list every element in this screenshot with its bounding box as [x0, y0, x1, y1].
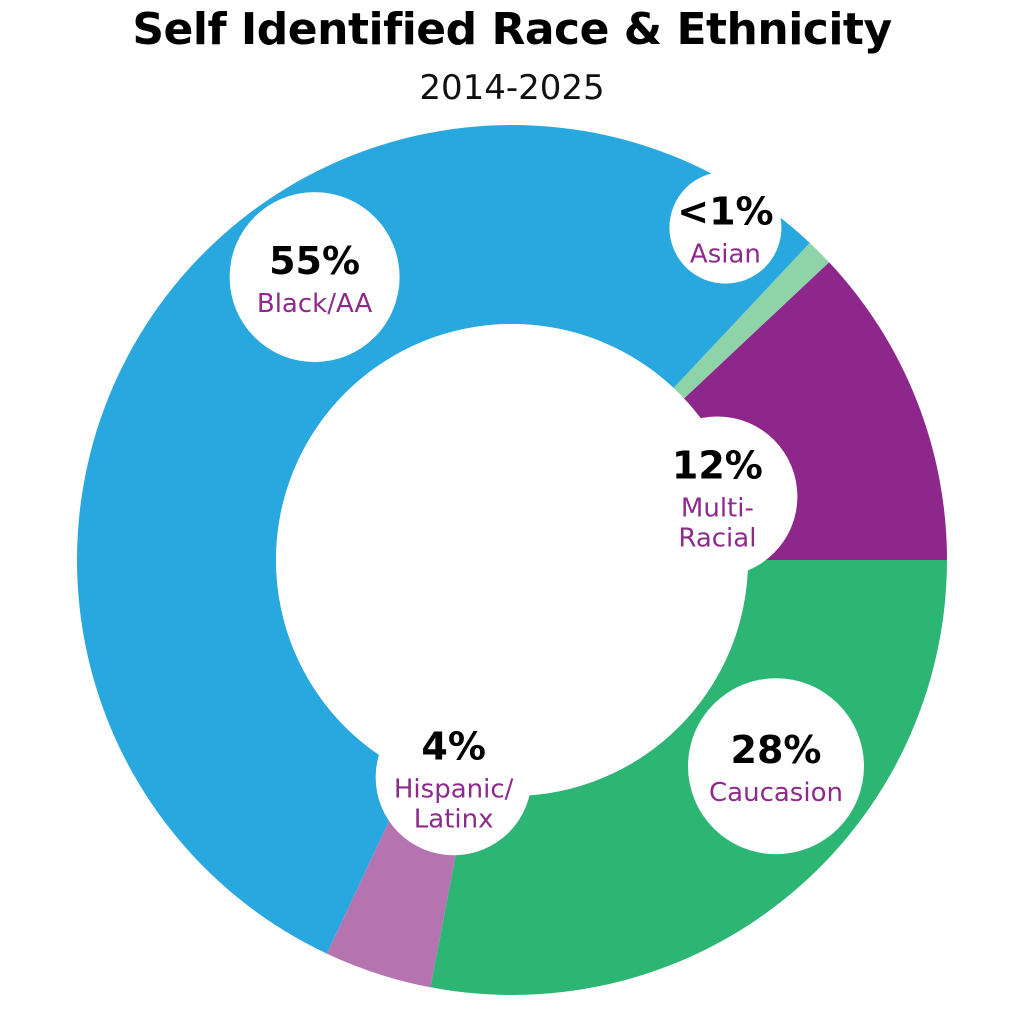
donut-hole — [276, 324, 748, 796]
label-bubble-black-aa — [229, 192, 400, 363]
chart-title: Self Identified Race & Ethnicity — [132, 4, 892, 55]
category-label-caucasion-0: Caucasion — [709, 778, 843, 808]
category-label-hispanic-latinx-1: Latinx — [414, 804, 494, 834]
category-label-black-aa-0: Black/AA — [257, 289, 373, 319]
value-label-asian: <1% — [677, 190, 773, 234]
label-bubble-caucasion — [687, 678, 864, 855]
category-label-multi-racial-0: Multi- — [681, 493, 754, 523]
value-label-hispanic-latinx: 4% — [421, 724, 486, 768]
slice-asian — [673, 242, 830, 399]
category-label-asian-0: Asian — [690, 240, 761, 270]
category-label-hispanic-latinx-0: Hispanic/ — [394, 774, 514, 804]
value-label-black-aa: 55% — [269, 239, 360, 283]
donut-labels: 12% Multi-Racial <1% Asian 55% Black/AA 4% Hisp… — [229, 171, 864, 856]
label-bubble-hispanic-latinx — [375, 699, 532, 856]
value-label-caucasion: 28% — [731, 728, 822, 772]
category-label-multi-racial-1: Racial — [678, 523, 756, 553]
chart-subtitle: 2014-2025 — [419, 68, 605, 108]
label-bubble-multi-racial — [637, 416, 798, 577]
label-bubble-asian — [669, 171, 782, 284]
value-label-multi-racial: 12% — [672, 443, 763, 487]
